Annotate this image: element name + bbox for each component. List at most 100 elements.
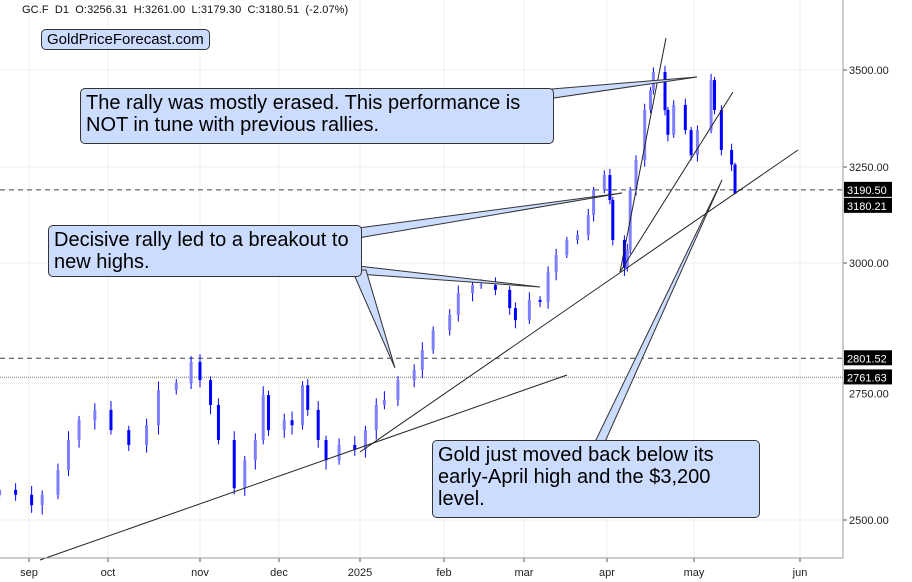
- candle-up: [382, 399, 386, 405]
- candle-up: [420, 349, 424, 371]
- callout-pointers: [351, 76, 723, 445]
- candle-up: [396, 380, 400, 400]
- x-tick-label: may: [684, 567, 705, 579]
- x-tick-label: mar: [515, 567, 534, 579]
- candle-down: [611, 200, 615, 240]
- candle-up: [695, 130, 699, 155]
- x-tick-label: sep: [20, 567, 38, 579]
- candle-up: [448, 314, 452, 331]
- price-level-label: 3180.21: [847, 201, 887, 213]
- candle-up: [643, 109, 647, 161]
- candle-up: [189, 361, 193, 383]
- pointer-middle-lower: [357, 265, 541, 288]
- candle-up: [554, 254, 558, 273]
- price-level-label: 2761.63: [847, 372, 887, 384]
- candle-up: [56, 470, 60, 495]
- candle-down: [508, 289, 512, 309]
- candle-down: [513, 308, 517, 321]
- candle-up: [40, 494, 44, 506]
- candle-up: [67, 439, 70, 471]
- candle-down: [30, 494, 34, 506]
- time-axis[interactable]: sep oct nov dec 2025 feb mar apr may jun: [0, 557, 843, 579]
- candle-up: [156, 390, 160, 426]
- callout-middle: Decisive rally led to a breakout to new …: [48, 225, 362, 277]
- candle-up: [471, 285, 475, 294]
- candle-up: [374, 404, 378, 431]
- price-level-label-bg: [844, 350, 892, 366]
- candle-down: [666, 109, 670, 135]
- ohlc-values: O:3256.31 H:3261.00 L:3179.30 C:3180.51: [75, 4, 300, 16]
- candle-down: [324, 439, 328, 461]
- candle-down: [719, 109, 723, 150]
- x-tick-label: apr: [599, 567, 615, 579]
- price-level-label: 3190.50: [847, 185, 887, 197]
- price-level-label-bg: [844, 197, 892, 213]
- trendlines: [39, 37, 799, 561]
- x-tick-label: nov: [191, 567, 209, 579]
- candle-up: [174, 383, 178, 391]
- callout-bottom: Gold just moved back below its early-Apr…: [432, 440, 760, 518]
- timeframe: D1: [54, 4, 70, 16]
- candle-up: [412, 370, 416, 381]
- brand-logo: GoldPriceForecast.com: [41, 29, 210, 50]
- price-level-label-bg: [844, 369, 892, 385]
- trendline-april-rally: [619, 37, 667, 273]
- candle-up: [565, 239, 569, 255]
- x-tick-label: dec: [270, 567, 288, 579]
- trendline-long-support: [39, 374, 568, 561]
- candle-down: [353, 444, 357, 450]
- candle-down: [232, 439, 236, 489]
- candle-up: [479, 285, 483, 287]
- candle-down: [689, 130, 693, 155]
- candle-up: [592, 190, 596, 215]
- x-tick-label: 2025: [348, 567, 372, 579]
- candle-down: [663, 71, 667, 110]
- candle-up: [649, 90, 652, 110]
- candle-up: [625, 249, 629, 268]
- candle-up: [145, 425, 149, 445]
- candle-up: [527, 299, 531, 321]
- candle-up: [243, 460, 247, 489]
- candle-down: [109, 409, 113, 431]
- candle-down: [209, 380, 213, 405]
- price-axis[interactable]: 3500.00 3250.00 3190.50 3180.21 3000.00 2801.…: [842, 0, 892, 558]
- candle-up: [456, 293, 460, 315]
- pointer-middle-upper: [357, 192, 623, 239]
- candle-down: [683, 104, 687, 131]
- change-percent: (-2.07%): [305, 4, 349, 16]
- candle-down: [14, 489, 18, 495]
- candle-up: [576, 234, 580, 240]
- candle-down: [266, 395, 270, 431]
- candle-up: [301, 385, 305, 426]
- candle-down: [733, 164, 737, 194]
- pointer-top: [539, 76, 698, 101]
- y-tick-label: 2500.00: [849, 515, 889, 527]
- candle-up: [672, 104, 676, 135]
- candle-up: [602, 175, 606, 191]
- trendline-mid-support: [359, 149, 799, 453]
- candle-down: [127, 430, 131, 445]
- candle-up: [253, 439, 257, 461]
- candle-down: [493, 285, 497, 290]
- candle-up: [261, 395, 265, 440]
- y-tick-label: 2750.00: [849, 388, 889, 400]
- callout-top: The rally was mostly erased. This perfor…: [80, 88, 554, 144]
- candle-up: [77, 420, 81, 440]
- candle-up: [282, 420, 286, 431]
- candle-up: [586, 215, 590, 235]
- candle-up: [363, 430, 367, 450]
- candle-down: [622, 239, 626, 268]
- candle-up: [634, 160, 638, 191]
- x-tick-label: feb: [436, 567, 451, 579]
- candle-up: [337, 444, 341, 461]
- candle-down: [730, 149, 734, 165]
- candle-down: [538, 299, 542, 302]
- candle-down: [713, 80, 717, 110]
- trendline-april-support: [619, 91, 734, 273]
- candle-up: [546, 272, 550, 302]
- price-level-label-bg: [844, 181, 892, 197]
- symbol-header: GC.F D1 O:3256.31 H:3261.00 L:3179.30 C:…: [22, 4, 348, 16]
- y-tick-label: 3250.00: [849, 162, 889, 174]
- candle-down: [316, 409, 320, 440]
